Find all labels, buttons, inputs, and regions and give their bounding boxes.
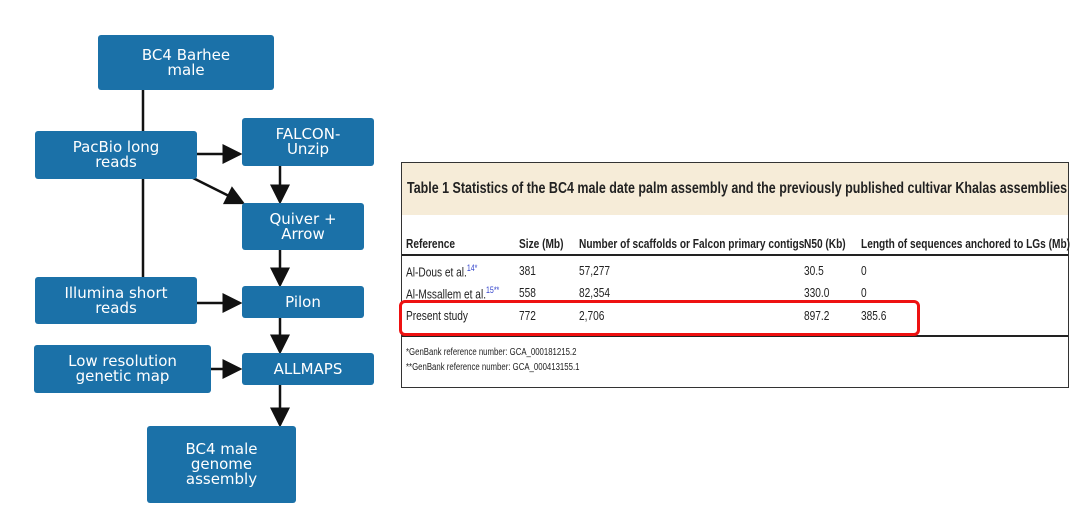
arrow-pacbio-quiver xyxy=(192,176,246,205)
row-3-scaffolds: 2,706 xyxy=(579,308,605,323)
row-1-size: 381 xyxy=(519,263,536,278)
bottom-rule xyxy=(402,335,1068,337)
header-size: Size (Mb) xyxy=(519,236,564,251)
header-n50: N50 (Kb) xyxy=(804,236,846,251)
header-reference: Reference xyxy=(406,236,456,251)
table-title: Table 1 Statistics of the BC4 male date … xyxy=(407,180,1068,197)
header-anchored-length: Length of sequences anchored to LGs (Mb) xyxy=(861,236,1071,251)
row-1-n50: 30.5 xyxy=(804,263,824,278)
footnote-2: **GenBank reference number: GCA_00041315… xyxy=(406,362,580,373)
statistics-table: Table 1 Statistics of the BC4 male date … xyxy=(401,162,1071,388)
flowchart-connectors xyxy=(141,90,290,428)
row-2-reference: Al-Mssallem et al.15** xyxy=(406,285,500,302)
header-scaffolds: Number of scaffolds or Falcon primary co… xyxy=(579,236,805,251)
row-3-n50: 897.2 xyxy=(804,308,830,323)
footnote-1: *GenBank reference number: GCA_000181215… xyxy=(406,347,577,358)
row-3-reference: Present study xyxy=(406,308,469,323)
table-title-band xyxy=(402,163,1068,215)
node-quiver-arrow: Quiver + Arrow xyxy=(242,203,364,250)
row-3-size: 772 xyxy=(519,308,536,323)
node-falcon-unzip: FALCON- Unzip xyxy=(242,118,374,166)
node-bc4-male-genome-assembly: BC4 male genome assembly xyxy=(147,426,296,503)
node-low-resolution-genetic-map: Low resolution genetic map xyxy=(34,345,211,393)
node-bc4-barhee-male: BC4 Barhee male xyxy=(98,35,274,90)
row-1-reference: Al-Dous et al.14* xyxy=(406,263,478,280)
row-1-anchored: 0 xyxy=(861,263,867,278)
node-illumina-short-reads: Illumina short reads xyxy=(35,277,197,324)
node-pilon: Pilon xyxy=(242,286,364,318)
row-2-size: 558 xyxy=(519,285,536,300)
row-2-scaffolds: 82,354 xyxy=(579,285,611,300)
node-allmaps: ALLMAPS xyxy=(242,353,374,385)
row-1-scaffolds: 57,277 xyxy=(579,263,611,278)
row-2-n50: 330.0 xyxy=(804,285,830,300)
row-3-anchored: 385.6 xyxy=(861,308,887,323)
highlight-box-present-study xyxy=(399,300,920,336)
node-pacbio-long-reads: PacBio long reads xyxy=(35,131,197,179)
header-rule xyxy=(402,254,1068,256)
row-2-anchored: 0 xyxy=(861,285,867,300)
